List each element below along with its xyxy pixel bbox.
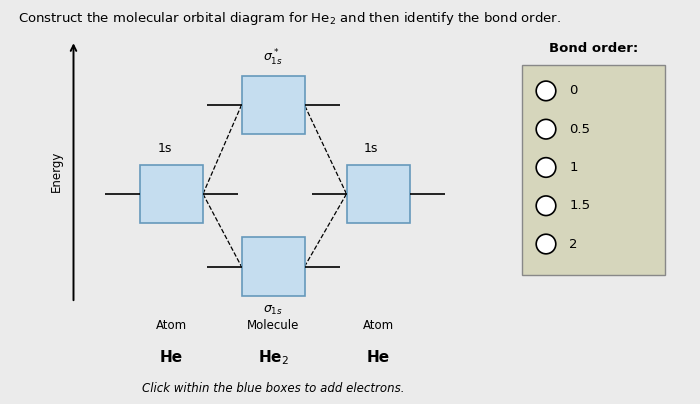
Bar xyxy=(346,165,410,223)
Text: 1s: 1s xyxy=(364,141,378,154)
Text: $\sigma^*_{1s}$: $\sigma^*_{1s}$ xyxy=(263,48,283,67)
Text: He$_2$: He$_2$ xyxy=(258,348,288,367)
Bar xyxy=(241,238,304,296)
Text: Molecule: Molecule xyxy=(247,319,299,332)
Text: Bond order:: Bond order: xyxy=(549,42,638,55)
Ellipse shape xyxy=(536,196,556,216)
Bar xyxy=(241,76,304,134)
Text: 0: 0 xyxy=(569,84,577,97)
Text: Click within the blue boxes to add electrons.: Click within the blue boxes to add elect… xyxy=(141,382,405,395)
Text: Energy: Energy xyxy=(50,151,62,192)
Bar xyxy=(522,65,665,275)
Text: 1: 1 xyxy=(569,161,577,174)
Text: He: He xyxy=(366,350,390,365)
Text: $\sigma_{1s}$: $\sigma_{1s}$ xyxy=(263,304,283,317)
Text: 1s: 1s xyxy=(158,141,172,154)
Text: He: He xyxy=(160,350,183,365)
Ellipse shape xyxy=(536,234,556,254)
Ellipse shape xyxy=(536,158,556,177)
Text: Atom: Atom xyxy=(156,319,187,332)
Text: Atom: Atom xyxy=(363,319,393,332)
Text: 0.5: 0.5 xyxy=(569,123,590,136)
Ellipse shape xyxy=(536,81,556,101)
Text: 1.5: 1.5 xyxy=(569,199,590,212)
Ellipse shape xyxy=(536,119,556,139)
Bar xyxy=(140,165,203,223)
Text: Construct the molecular orbital diagram for He$_2$ and then identify the bond or: Construct the molecular orbital diagram … xyxy=(18,10,561,27)
Text: 2: 2 xyxy=(569,238,577,250)
